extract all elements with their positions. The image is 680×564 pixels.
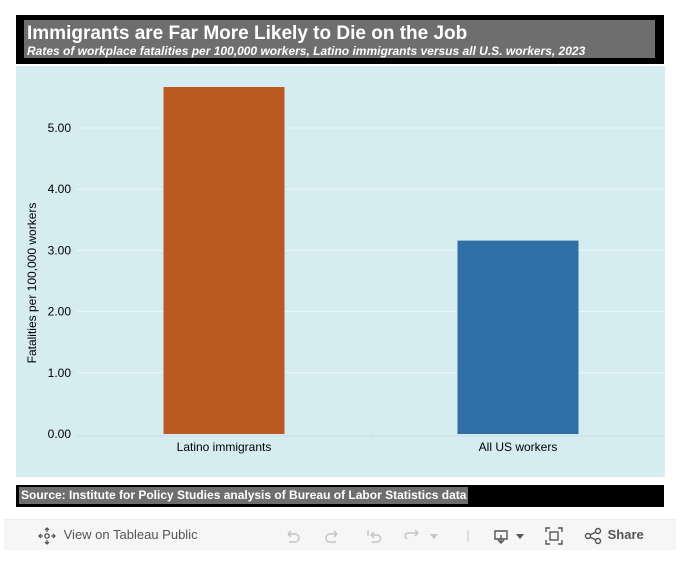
dropdown-arrow-icon <box>515 527 525 542</box>
download-button[interactable] <box>491 520 525 550</box>
undo-button[interactable] <box>283 520 301 550</box>
y-tick-label: 2.00 <box>48 305 72 319</box>
dropdown-arrow-icon <box>429 527 439 542</box>
revert-button[interactable] <box>365 520 383 550</box>
share-button[interactable]: Share <box>584 520 644 550</box>
y-tick-label: 5.00 <box>48 121 72 135</box>
fullscreen-button[interactable] <box>544 520 564 550</box>
refresh-button[interactable] <box>403 520 439 550</box>
tableau-toolbar: View on Tableau Public Share <box>4 519 676 550</box>
x-tick-label: All US workers <box>479 440 558 454</box>
fullscreen-icon <box>544 526 564 545</box>
redo-icon <box>324 527 342 543</box>
download-icon <box>491 527 511 544</box>
y-axis-title: Fatalities per 100,000 workers <box>25 203 39 364</box>
source-note: Source: Institute for Policy Studies ana… <box>19 487 469 504</box>
chart-title: Immigrants are Far More Likely to Die on… <box>27 23 468 44</box>
x-tick-label: Latino immigrants <box>177 440 272 454</box>
refresh-icon <box>403 527 425 542</box>
redo-button[interactable] <box>324 520 342 550</box>
move-icon <box>38 526 60 545</box>
source-bar: Source: Institute for Policy Studies ana… <box>16 485 664 507</box>
y-tick-label: 4.00 <box>48 182 72 196</box>
revert-icon <box>365 527 383 543</box>
bar-latino-immigrants <box>163 86 285 434</box>
title-bar: Immigrants are Far More Likely to Die on… <box>16 15 664 64</box>
view-on-tableau-label: View on Tableau Public <box>63 527 198 542</box>
bar-chart: 0.00 1.00 2.00 3.00 4.00 5.00 Fatalities per 1… <box>25 86 665 454</box>
y-tick-label: 0.00 <box>48 427 72 441</box>
toolbar-separator <box>466 520 470 550</box>
bar-all-us-workers <box>457 240 579 434</box>
undo-icon <box>283 527 301 543</box>
y-tick-label: 1.00 <box>48 366 72 380</box>
view-on-tableau-button[interactable]: View on Tableau Public <box>38 520 198 550</box>
share-label: Share <box>607 527 644 542</box>
chart-subtitle: Rates of workplace fatalities per 100,00… <box>27 44 586 58</box>
share-icon <box>584 527 602 544</box>
title-box: Immigrants are Far More Likely to Die on… <box>24 20 655 58</box>
y-tick-label: 3.00 <box>48 243 72 257</box>
